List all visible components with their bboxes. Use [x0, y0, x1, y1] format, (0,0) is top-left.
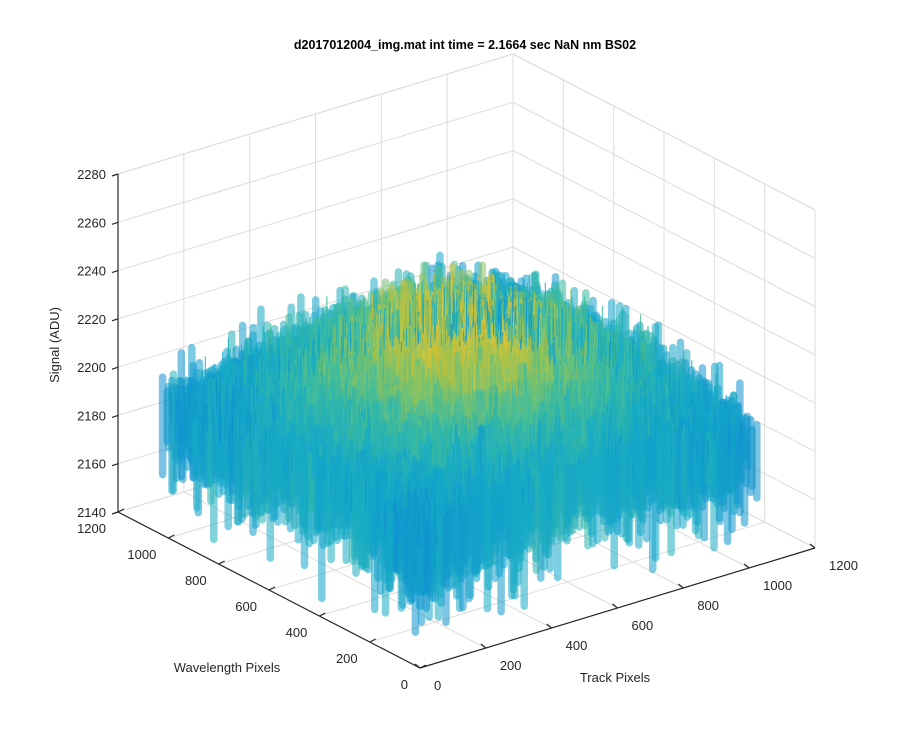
chart-title: d2017012004_img.mat int time = 2.1664 se… — [294, 38, 636, 52]
grid-line-z-back — [117, 198, 514, 320]
grid-line-z-right — [512, 246, 816, 404]
grid-line-z-back — [117, 101, 514, 223]
grid-line-z-right — [512, 101, 816, 259]
box-edge-top-back — [117, 53, 514, 175]
grid-line-z-right — [512, 198, 816, 356]
grid-line-z-back — [117, 150, 514, 272]
surface-top — [168, 269, 748, 550]
box-edge-top-right — [512, 53, 816, 211]
surface-layer — [158, 251, 761, 636]
grid-line-floor-y — [369, 521, 765, 643]
grid-line-z-right — [512, 150, 816, 308]
